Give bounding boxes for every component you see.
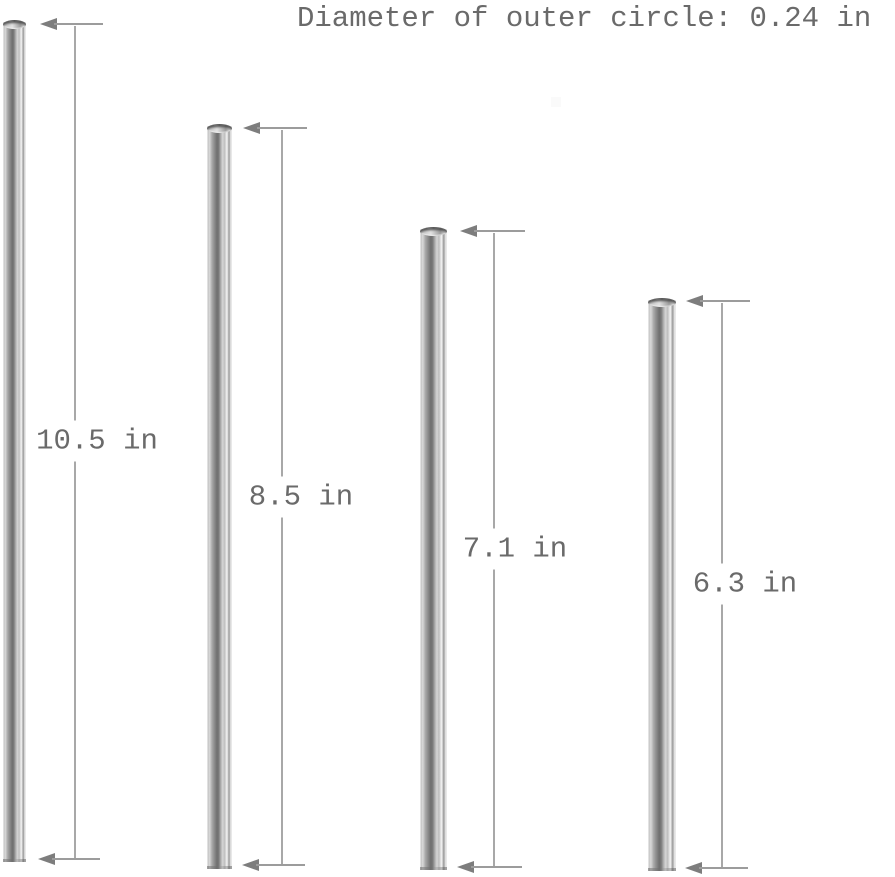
arrow-left-icon	[242, 859, 259, 871]
length-label-3: 7.1 in	[456, 528, 574, 570]
length-label-4: 6.3 in	[686, 563, 804, 605]
straw-tube-3	[420, 227, 447, 870]
page-title: Diameter of outer circle: 0.24 in	[297, 2, 872, 35]
dimension-line	[52, 858, 100, 860]
arrow-left-icon	[686, 295, 703, 307]
arrow-left-icon	[685, 862, 702, 874]
length-label-1: 10.5 in	[30, 420, 164, 462]
straw-tube-4	[648, 298, 676, 871]
straw-top-rim	[648, 298, 676, 307]
arrow-left-icon	[457, 861, 474, 873]
dimension-line	[699, 867, 748, 869]
dimension-line	[471, 866, 522, 868]
arrow-left-icon	[40, 18, 57, 30]
arrow-left-icon	[460, 225, 477, 237]
straw-tube-2	[207, 124, 232, 869]
dimension-line	[256, 864, 305, 866]
length-label-2: 8.5 in	[242, 476, 360, 518]
arrow-left-icon	[38, 853, 55, 865]
straw-tube-1	[3, 20, 26, 862]
dimension-line	[474, 230, 525, 232]
watermark-artifact	[551, 97, 561, 107]
dimension-line	[700, 300, 750, 302]
straw-top-rim	[207, 124, 232, 133]
arrow-left-icon	[243, 122, 260, 134]
straw-top-rim	[3, 20, 26, 29]
straw-top-rim	[420, 227, 447, 236]
dimension-line	[257, 127, 307, 129]
dimension-line	[54, 23, 103, 25]
